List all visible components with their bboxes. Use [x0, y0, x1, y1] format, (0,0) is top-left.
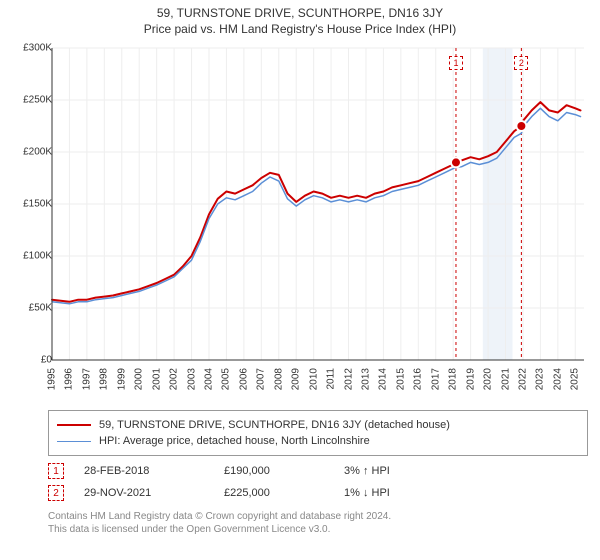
x-tick-label: 2025	[570, 368, 581, 390]
x-tick-label: 2011	[326, 368, 337, 390]
x-tick-label: 1997	[81, 368, 92, 390]
y-tick-label: £50K	[29, 303, 52, 314]
y-tick-label: £250K	[23, 95, 52, 106]
chart-plot-area	[48, 44, 588, 364]
marker-pct: 1% ↓ HPI	[344, 487, 464, 499]
chart-marker-badge: 1	[449, 56, 463, 70]
chart-container: { "title": "59, TURNSTONE DRIVE, SCUNTHO…	[0, 0, 600, 560]
x-tick-label: 2008	[273, 368, 284, 390]
x-tick-label: 2010	[308, 368, 319, 390]
x-tick-label: 2009	[291, 368, 302, 390]
x-tick-label: 2006	[238, 368, 249, 390]
legend-row: HPI: Average price, detached house, Nort…	[57, 433, 579, 449]
y-tick-label: £0	[41, 355, 52, 366]
x-tick-label: 1996	[64, 368, 75, 390]
footer-line-1: Contains HM Land Registry data © Crown c…	[48, 510, 588, 523]
x-tick-label: 1998	[99, 368, 110, 390]
x-tick-label: 2018	[448, 368, 459, 390]
x-tick-label: 2012	[343, 368, 354, 390]
x-tick-label: 2004	[203, 368, 214, 390]
chart-marker-badge: 2	[514, 56, 528, 70]
chart-title: 59, TURNSTONE DRIVE, SCUNTHORPE, DN16 3J…	[0, 0, 600, 20]
y-tick-label: £100K	[23, 251, 52, 262]
legend-box: 59, TURNSTONE DRIVE, SCUNTHORPE, DN16 3J…	[48, 410, 588, 456]
marker-pct: 3% ↑ HPI	[344, 465, 464, 477]
y-tick-label: £300K	[23, 43, 52, 54]
x-tick-label: 1999	[116, 368, 127, 390]
footer-attribution: Contains HM Land Registry data © Crown c…	[48, 510, 588, 536]
legend-line-swatch	[57, 424, 91, 426]
x-tick-label: 2007	[256, 368, 267, 390]
x-tick-label: 2002	[169, 368, 180, 390]
x-tick-label: 2022	[517, 368, 528, 390]
x-tick-label: 2023	[535, 368, 546, 390]
x-tick-label: 2016	[413, 368, 424, 390]
chart-subtitle: Price paid vs. HM Land Registry's House …	[0, 20, 600, 40]
marker-dot	[516, 121, 526, 131]
legend-label: HPI: Average price, detached house, Nort…	[99, 433, 370, 449]
marker-row: 1 28-FEB-2018 £190,000 3% ↑ HPI	[48, 460, 588, 482]
y-tick-label: £150K	[23, 199, 52, 210]
marker-price: £225,000	[224, 487, 324, 499]
legend-line-swatch	[57, 441, 91, 442]
marker-row: 2 29-NOV-2021 £225,000 1% ↓ HPI	[48, 482, 588, 504]
marker-badge: 2	[48, 485, 64, 501]
x-tick-label: 2021	[500, 368, 511, 390]
x-tick-label: 2024	[552, 368, 563, 390]
chart-svg	[48, 44, 588, 364]
marker-dot	[451, 157, 461, 167]
marker-price: £190,000	[224, 465, 324, 477]
y-tick-label: £200K	[23, 147, 52, 158]
legend-row: 59, TURNSTONE DRIVE, SCUNTHORPE, DN16 3J…	[57, 417, 579, 433]
markers-table: 1 28-FEB-2018 £190,000 3% ↑ HPI 2 29-NOV-2021…	[48, 460, 588, 504]
footer-line-2: This data is licensed under the Open Gov…	[48, 523, 588, 536]
x-tick-label: 1995	[47, 368, 58, 390]
x-tick-label: 2015	[395, 368, 406, 390]
x-tick-label: 2001	[151, 368, 162, 390]
marker-date: 29-NOV-2021	[84, 487, 204, 499]
x-tick-label: 2003	[186, 368, 197, 390]
x-tick-label: 2017	[430, 368, 441, 390]
marker-badge: 1	[48, 463, 64, 479]
x-tick-label: 2000	[134, 368, 145, 390]
x-tick-label: 2020	[483, 368, 494, 390]
x-tick-label: 2019	[465, 368, 476, 390]
x-tick-label: 2005	[221, 368, 232, 390]
marker-date: 28-FEB-2018	[84, 465, 204, 477]
x-tick-label: 2013	[360, 368, 371, 390]
x-tick-label: 2014	[378, 368, 389, 390]
legend-label: 59, TURNSTONE DRIVE, SCUNTHORPE, DN16 3J…	[99, 417, 450, 433]
